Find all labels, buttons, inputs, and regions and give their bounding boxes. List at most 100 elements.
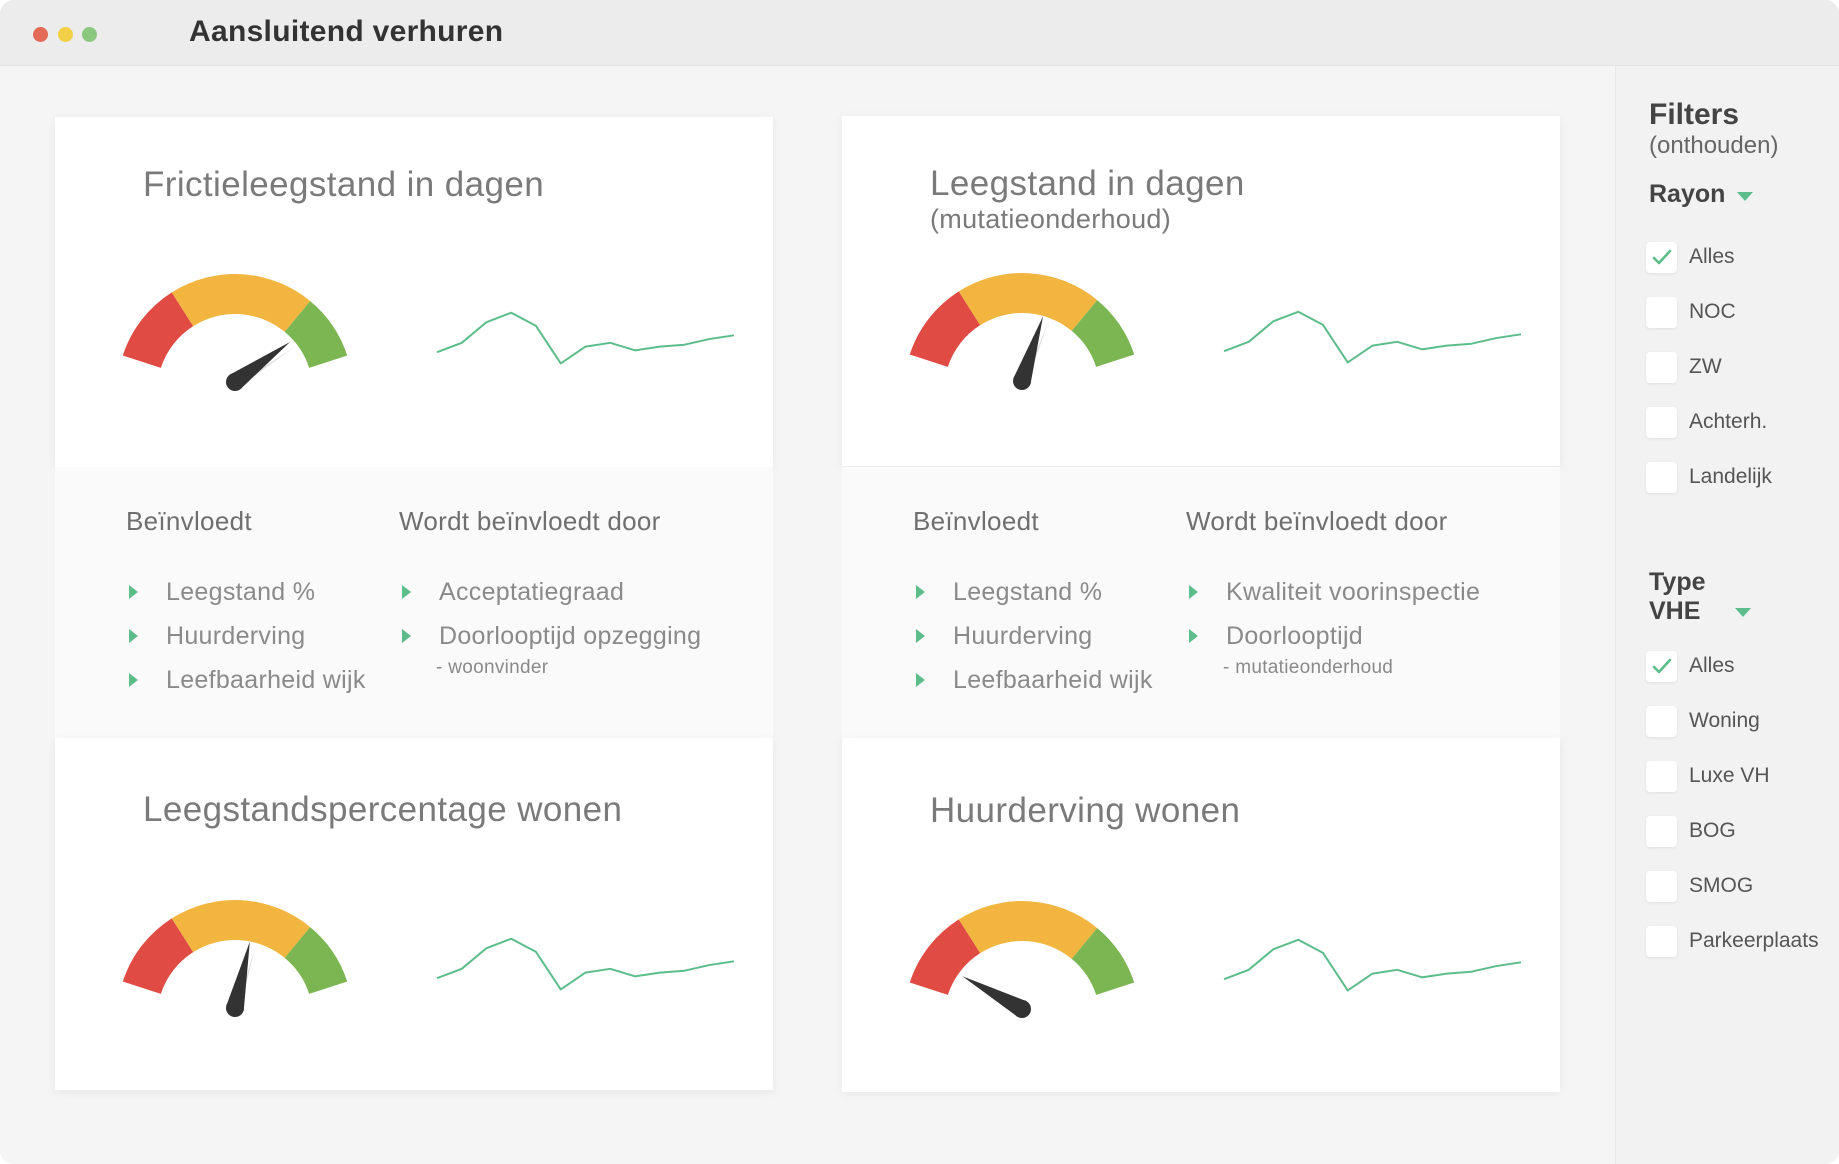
gauge-segment-orange <box>958 901 1098 959</box>
checkbox[interactable] <box>1646 706 1677 737</box>
sparkline-chart <box>436 937 735 991</box>
filter-option-type-vhe-0[interactable]: Alles <box>1646 651 1836 685</box>
filter-option-label: Landelijk <box>1689 465 1772 488</box>
list-item[interactable]: Kwaliteit voorinspectie <box>1187 577 1480 621</box>
bullet-icon <box>916 585 925 599</box>
bullet-icon <box>129 585 138 599</box>
checkbox[interactable] <box>1646 871 1677 902</box>
checkbox[interactable] <box>1646 297 1677 328</box>
close-window-button[interactable] <box>33 27 48 42</box>
filter-option-type-vhe-4[interactable]: SMOG <box>1646 871 1836 905</box>
influenced-by-heading: Wordt beïnvloedt door <box>1186 506 1448 536</box>
influences-heading: Beïnvloedt <box>126 506 252 536</box>
filter-option-rayon-1[interactable]: NOC <box>1646 297 1836 331</box>
filter-option-label: BOG <box>1689 819 1736 842</box>
bullet-icon <box>402 629 411 643</box>
list-item[interactable]: Doorlooptijd opzegging <box>400 621 701 665</box>
checkbox[interactable] <box>1646 651 1677 682</box>
influence-panel-frictieleegstand: Beïnvloedt Leegstand % Huurderving Leefb… <box>55 467 773 738</box>
checkbox[interactable] <box>1646 242 1677 273</box>
card-title: Huurderving wonen <box>930 791 1241 830</box>
gauge-needle <box>962 976 1027 1017</box>
gauge-segment-red <box>122 918 194 994</box>
filter-option-label: Alles <box>1689 245 1735 268</box>
gauge-chart <box>909 901 1135 1019</box>
filters-sidebar: Filters (onthouden) Rayon Type VHE Alles… <box>1615 66 1839 1164</box>
filter-option-rayon-0[interactable]: Alles <box>1646 242 1836 276</box>
list-item[interactable]: Huurderving <box>914 621 1153 665</box>
window-title: Aansluitend verhuren <box>189 15 504 48</box>
bullet-icon <box>402 585 411 599</box>
gauge-segment-red <box>909 919 981 995</box>
filters-title: Filters <box>1649 98 1740 131</box>
maximize-window-button[interactable] <box>82 27 97 42</box>
card-subtitle: (mutatieonderhoud) <box>930 204 1172 234</box>
filter-option-rayon-4[interactable]: Landelijk <box>1646 462 1836 496</box>
bullet-icon <box>916 629 925 643</box>
gauge-segment-orange <box>958 273 1098 331</box>
card-title: Frictieleegstand in dagen <box>143 165 545 204</box>
gauge-needle <box>1013 316 1044 384</box>
rayon-filter-toggle[interactable]: Rayon <box>1649 180 1726 208</box>
bullet-icon <box>1189 629 1198 643</box>
influences-heading: Beïnvloedt <box>913 506 1039 536</box>
type-vhe-filter-toggle[interactable]: Type VHE <box>1649 568 1706 625</box>
gauge-chart <box>122 274 348 391</box>
minimize-window-button[interactable] <box>58 27 73 42</box>
influences-list: Leegstand % Huurderving Leefbaarheid wij… <box>127 577 366 709</box>
influence-panel-leegstand-dagen: Beïnvloedt Leegstand % Huurderving Leefb… <box>842 467 1560 738</box>
gauge-segment-green <box>1071 300 1135 367</box>
kpi-card-frictieleegstand[interactable]: Frictieleegstand in dagen <box>55 117 773 467</box>
list-item[interactable]: Leegstand % <box>127 577 366 621</box>
card-title: Leegstandspercentage wonen <box>143 790 623 829</box>
list-item[interactable]: Doorlooptijd <box>1187 621 1480 665</box>
list-item[interactable]: Acceptatiegraad <box>400 577 701 621</box>
checkbox[interactable] <box>1646 462 1677 493</box>
gauge-needle-hub <box>226 999 244 1017</box>
gauge-segment-orange <box>171 274 311 332</box>
filter-option-label: Woning <box>1689 709 1760 732</box>
influenced-by-heading: Wordt beïnvloedt door <box>399 506 661 536</box>
checkbox[interactable] <box>1646 761 1677 792</box>
filter-option-type-vhe-3[interactable]: BOG <box>1646 816 1836 850</box>
sparkline-series <box>436 311 735 365</box>
kpi-card-leegstand-dagen[interactable]: Leegstand in dagen (mutatieonderhoud) <box>842 116 1560 466</box>
sparkline-chart <box>436 311 735 365</box>
check-icon <box>1652 658 1672 674</box>
chevron-down-icon[interactable] <box>1735 608 1751 617</box>
kpi-card-leegstandspercentage[interactable]: Leegstandspercentage wonen <box>55 738 773 1090</box>
gauge-segment-green <box>284 301 348 368</box>
sparkline-series <box>1223 938 1522 992</box>
list-item[interactable]: Huurderving <box>127 621 366 665</box>
checkbox[interactable] <box>1646 926 1677 957</box>
gauge-needle-hub <box>1013 372 1031 390</box>
gauge-needle-hub <box>226 373 244 391</box>
filter-option-rayon-2[interactable]: ZW <box>1646 352 1836 386</box>
sparkline-chart <box>1223 310 1522 364</box>
checkbox[interactable] <box>1646 407 1677 438</box>
gauge-segment-red <box>122 292 194 368</box>
gauge-segment-red <box>909 291 981 367</box>
title-bar: Aansluitend verhuren <box>0 0 1839 66</box>
gauge-chart <box>122 900 348 1017</box>
filter-option-type-vhe-5[interactable]: Parkeerplaats <box>1646 926 1836 960</box>
influenced-by-list: Kwaliteit voorinspectie Doorlooptijd <box>1187 577 1480 665</box>
card-title: Leegstand in dagen <box>930 164 1245 203</box>
list-item[interactable]: Leefbaarheid wijk <box>914 665 1153 709</box>
filter-option-type-vhe-1[interactable]: Woning <box>1646 706 1836 740</box>
gauge-segment-green <box>284 927 348 994</box>
filter-option-type-vhe-2[interactable]: Luxe VH <box>1646 761 1836 795</box>
checkbox[interactable] <box>1646 816 1677 847</box>
gauge-chart <box>909 273 1135 390</box>
list-item[interactable]: Leegstand % <box>914 577 1153 621</box>
chevron-down-icon[interactable] <box>1737 192 1753 201</box>
list-item[interactable]: Leefbaarheid wijk <box>127 665 366 709</box>
kpi-card-huurderving[interactable]: Huurderving wonen <box>842 738 1560 1092</box>
gauge-needle-hub <box>1013 1000 1031 1018</box>
checkbox[interactable] <box>1646 352 1677 383</box>
check-icon <box>1652 249 1672 265</box>
list-note: - woonvinder <box>436 657 549 678</box>
bullet-icon <box>129 673 138 687</box>
filter-option-rayon-3[interactable]: Achterh. <box>1646 407 1836 441</box>
